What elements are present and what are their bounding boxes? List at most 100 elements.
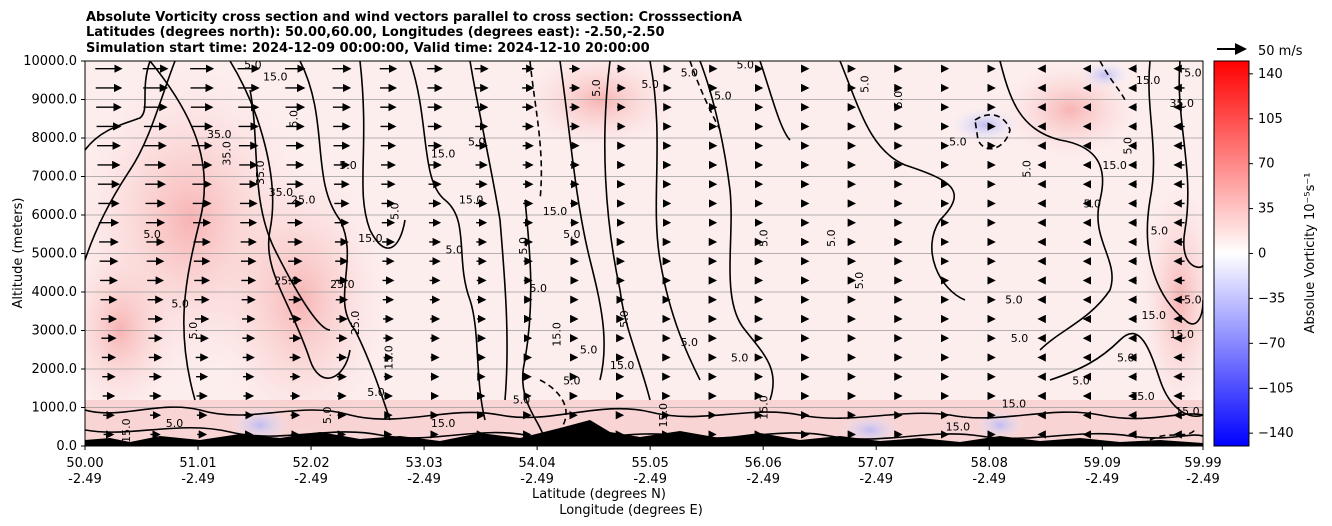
contour-label: 5.0: [681, 66, 699, 79]
contour-label: 5.0: [949, 136, 967, 149]
contour-label: 5.0: [825, 229, 838, 247]
contour-label: 5.0: [892, 91, 905, 109]
contour-label: 5.0: [1021, 160, 1034, 178]
x-tick-label-lat: 59.99: [1184, 456, 1221, 471]
contour-line: [1049, 332, 1203, 417]
contour-label: 5.0: [758, 229, 771, 247]
title-line-2: Latitudes (degrees north): 50.00,60.00, …: [86, 25, 665, 40]
contour-label: 15.0: [1136, 74, 1161, 87]
colorbar-tick-label: −140: [1258, 426, 1294, 441]
y-tick-label: 6000.0: [32, 208, 78, 223]
x-tick-label-lat: 52.02: [292, 456, 329, 471]
contour-label: 15.0: [758, 395, 771, 420]
contour-line: [85, 61, 176, 261]
contour-label: 15.0: [1102, 159, 1127, 172]
contour-label: 25.0: [291, 193, 316, 206]
contour-line: [229, 61, 351, 379]
colorbar-tick-label: 70: [1258, 157, 1275, 172]
x-axis: 50.00-2.4951.01-2.4952.02-2.4953.03-2.49…: [66, 446, 1222, 487]
contour-line-negative: [1149, 429, 1196, 441]
contour-label: 5.0: [529, 282, 547, 295]
contour-label: 5.0: [187, 322, 200, 340]
x-tick-label-lon: -2.49: [633, 472, 667, 487]
colorbar-label: Absolue Vorticity 10⁻⁵s⁻¹: [1303, 173, 1318, 334]
contour-label: 5.0: [468, 136, 486, 149]
contour-label: 5.0: [321, 406, 334, 424]
x-tick-label-lon: -2.49: [407, 472, 441, 487]
contour-line: [999, 61, 1113, 351]
contour-line: [1146, 61, 1203, 325]
contour-line-negative: [529, 61, 543, 201]
x-axis-label-line-2: Longitude (degrees E): [559, 503, 703, 518]
contour-line: [249, 89, 331, 331]
contour-label: 15.0: [1169, 328, 1194, 341]
contour-label: 5.0: [853, 272, 866, 290]
contour-label: 15.0: [1142, 309, 1167, 322]
contour-label: 5.0: [590, 79, 603, 97]
chart-title: Absolute Vorticity cross section and win…: [86, 10, 742, 56]
contour-label: 15.0: [120, 418, 133, 443]
contour-label: 15.0: [431, 147, 456, 160]
contour-line: [149, 61, 206, 401]
contour-line: [85, 61, 151, 151]
vorticity-low-region-1: [950, 107, 1020, 143]
contour-label: 5.0: [288, 110, 301, 128]
contour-label: 5.0: [618, 310, 631, 328]
contour-label: -5.0: [1003, 51, 1024, 64]
contour-label: 5.0: [580, 344, 598, 357]
terrain: [85, 420, 1203, 446]
contour-label: 5.0: [563, 228, 581, 241]
contour-labels: 5.05.05.035.035.035.015.035.025.05.025.0…: [120, 51, 1202, 443]
contour-line: [649, 61, 701, 381]
contour-label: 5.0: [1117, 351, 1135, 364]
y-axis: 0.0 1000.0 2000.0 3000.0 4000.0 5000.0 6000.0 7…: [23, 54, 85, 454]
contour-label: 5.0: [388, 202, 401, 220]
x-tick-label-lon: -2.49: [972, 472, 1006, 487]
contour-label: 15.0: [431, 417, 456, 430]
y-tick-label: 1000.0: [32, 401, 78, 416]
contour-label: 5.0: [1072, 374, 1090, 387]
vorticity-high-region-3: [85, 240, 180, 420]
contour-label: 5.0: [446, 244, 464, 257]
x-tick-label-lat: 59.09: [1084, 456, 1121, 471]
y-tick-label: 7000.0: [32, 170, 78, 185]
contour-label: 5.0: [1011, 332, 1029, 345]
contour-label: 5.0: [641, 78, 659, 91]
colorbar-ticks: 140 105 70 35 0 −35 −70 −105 −140: [1249, 67, 1294, 441]
x-tick-label-lat: 57.07: [858, 456, 895, 471]
contour-label: 15.0: [1175, 405, 1200, 418]
contour-label: 5.0: [367, 386, 385, 399]
colorbar-tick-label: −35: [1258, 291, 1285, 306]
x-tick-label-lon: -2.49: [68, 472, 102, 487]
contour-label: 35.0: [220, 141, 233, 166]
wind-key: 50 m/s: [1217, 43, 1303, 59]
contour-label: 15.0: [358, 232, 383, 245]
plot-area: 5.05.05.035.035.035.015.035.025.05.025.0…: [85, 51, 1203, 446]
contour-label: 15.0: [459, 193, 484, 206]
y-tick-label: 0.0: [56, 439, 77, 454]
title-line-3: Simulation start time: 2024-12-09 00:00:…: [86, 41, 650, 56]
contour-line: [559, 61, 605, 381]
contour-line: [359, 61, 406, 249]
contour-label: 15.0: [1002, 398, 1027, 411]
contour-line: [469, 61, 508, 401]
contour-label: 5.0: [858, 75, 871, 93]
contour-label: 15.0: [263, 70, 288, 83]
contour-label: 15.0: [543, 205, 568, 218]
contour-label: 15.0: [946, 421, 971, 434]
x-tick-label-lat: 55.05: [632, 456, 669, 471]
x-tick-label-lon: -2.49: [1085, 472, 1119, 487]
x-tick-label-lon: -2.49: [294, 472, 328, 487]
contour-label: 15.0: [551, 322, 564, 347]
contour-line: [699, 61, 774, 401]
contour-label: 5.0: [166, 417, 184, 430]
contour-label: 35.0: [269, 186, 294, 199]
colorbar: 140 105 70 35 0 −35 −70 −105 −140 Absolue Vortic…: [1213, 60, 1318, 447]
x-axis-label-line-1: Latitude (degrees N): [532, 487, 666, 502]
contour-label: 35.0: [254, 160, 267, 185]
vorticity-high-region-6: [1140, 180, 1203, 420]
contour-label: 15.0: [657, 403, 670, 428]
contour-label: 35.0: [207, 128, 232, 141]
contour-label: 5.0: [171, 297, 189, 310]
y-tick-label: 8000.0: [32, 131, 78, 146]
